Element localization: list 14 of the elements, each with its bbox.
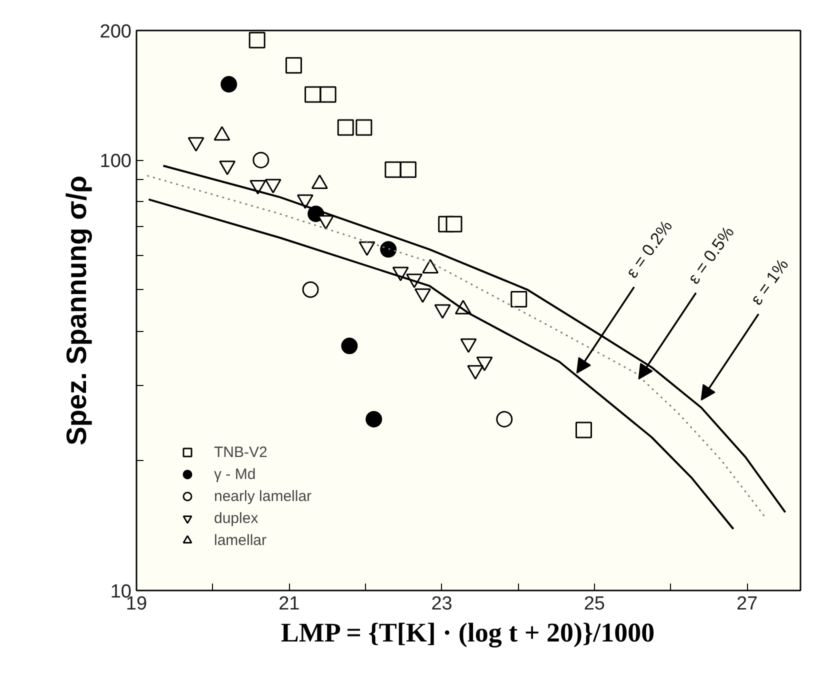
y-tick-label: 200 — [100, 22, 132, 42]
y-axis-title: Spez. Spannung σ/ρ — [60, 176, 92, 446]
legend-label: duplex — [214, 510, 258, 526]
legend-label: γ - Md — [214, 466, 256, 482]
y-tick-label: 100 — [100, 151, 132, 172]
x-tick-label: 25 — [584, 594, 606, 614]
x-tick-label: 27 — [736, 594, 758, 614]
annotation: ε = 1% — [746, 256, 792, 308]
x-tick-label: 23 — [431, 594, 452, 614]
legend-label: lamellar — [214, 532, 267, 548]
legend-label: TNB-V2 — [214, 444, 268, 460]
x-axis-title: LMP = {T[K] · (log t + 20)}/1000 — [280, 618, 655, 648]
x-tick-label: 21 — [278, 594, 300, 614]
legend-label: nearly lamellar — [214, 488, 312, 504]
